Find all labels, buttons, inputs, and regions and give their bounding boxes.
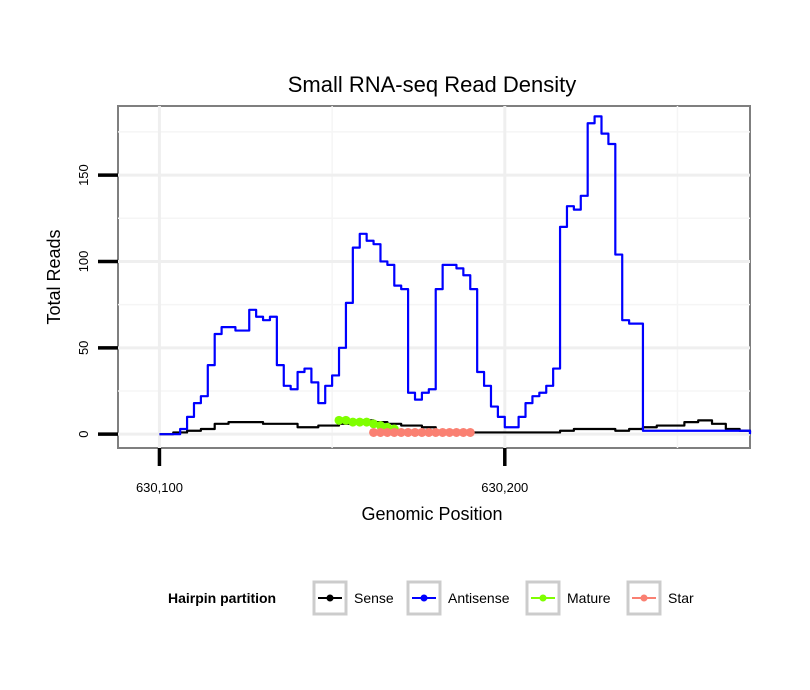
mature-point [375,421,385,431]
star-point [396,427,406,437]
star-point [375,427,385,437]
minor-gridlines [118,106,750,448]
star-point [438,427,448,437]
plot-area [117,105,752,449]
star-point [369,427,379,437]
legend-label-mature: Mature [567,590,611,606]
star-point [451,427,461,437]
mature-point [369,419,379,429]
y-tick-marks [98,173,118,436]
x-axis: 630,100 630,200 Genomic Position [136,448,528,524]
legend-label-antisense: Antisense [448,590,510,606]
star-point [445,427,455,437]
mature-point [341,415,351,425]
legend-item-star: Star [626,580,694,616]
legend-key-dot [420,594,428,602]
legend-key-dot [326,594,334,602]
mature-point [362,417,372,427]
y-axis-label: Total Reads [44,229,64,324]
legend-item-sense: Sense [312,580,394,616]
y-tick-label: 100 [76,251,91,273]
legend-item-antisense: Antisense [406,580,510,616]
x-tick-labels: 630,100 630,200 [136,480,528,495]
legend-key-dot [539,594,547,602]
y-tick-label: 50 [76,341,91,355]
x-tick-marks [157,448,507,466]
legend-label-sense: Sense [354,590,394,606]
mature-point [348,417,358,427]
star-point [424,427,434,437]
x-tick-label: 630,100 [136,480,183,495]
chart-title: Small RNA-seq Read Density [288,72,577,97]
star-point [417,427,427,437]
star-point [403,427,413,437]
legend-item-mature: Mature [525,580,611,616]
star-point [389,427,399,437]
y-axis: 0 50 100 150 Total Reads [44,164,118,438]
star-point [410,427,420,437]
mature-point [355,417,365,427]
y-tick-label: 150 [76,164,91,186]
star-point [458,427,468,437]
x-tick-label: 630,200 [481,480,528,495]
y-tick-label: 0 [76,431,91,438]
star-point [382,427,392,437]
star-point [431,427,441,437]
legend: Hairpin partition Sense Antisense Mature St… [168,580,694,616]
legend-key-dot [640,594,648,602]
plot-frame [117,105,751,449]
legend-items: Sense Antisense Mature Star [312,580,694,616]
y-tick-labels: 0 50 100 150 [76,164,91,438]
legend-label-star: Star [668,590,694,606]
antisense-series-line [159,115,752,436]
star-point [465,427,475,437]
series-points [334,415,475,437]
legend-title: Hairpin partition [168,590,276,606]
x-axis-label: Genomic Position [361,504,502,524]
mature-point [334,415,344,425]
